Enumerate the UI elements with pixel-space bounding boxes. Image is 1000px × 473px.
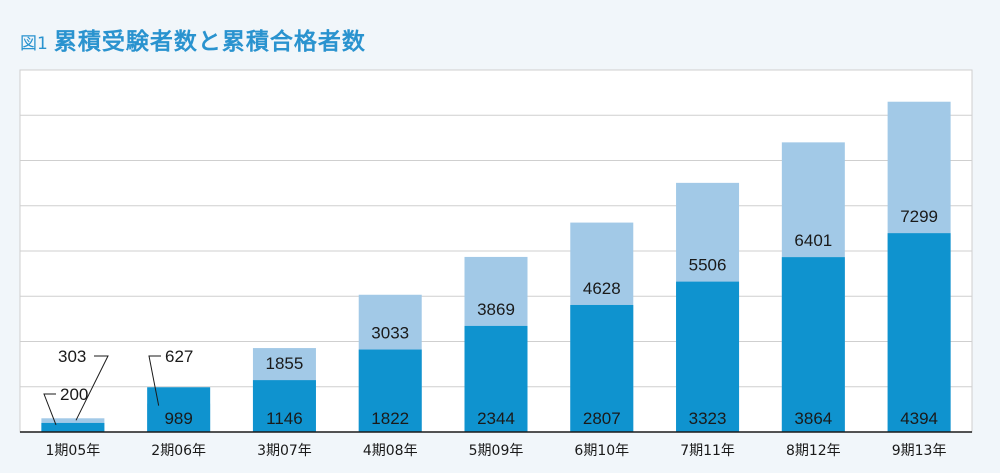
data-label-passers: 1822 (371, 409, 409, 428)
data-label-passers: 2344 (477, 409, 515, 428)
bar-passers (676, 281, 740, 432)
category-label: 5期09年 (469, 443, 524, 459)
chart-title: 累積受験者数と累積合格者数 (53, 29, 366, 55)
category-label: 6期10年 (574, 443, 629, 459)
data-label-applicants: 3869 (477, 300, 515, 319)
callout-line (148, 355, 161, 406)
data-label-passers: 4394 (900, 409, 938, 428)
category-label: 2期06年 (151, 443, 206, 459)
data-label-applicants: 1855 (266, 354, 304, 373)
callout-line (43, 393, 57, 426)
figure-label: 図1 (20, 34, 48, 54)
data-label-applicants: 5506 (689, 256, 727, 275)
chart-title-row: 図1 累積受験者数と累積合格者数 (20, 22, 366, 56)
bar-passers (147, 387, 211, 432)
category-label: 1期05年 (46, 443, 101, 459)
callout-label-applicants: 303 (58, 347, 86, 366)
category-label: 7期11年 (680, 443, 735, 459)
data-label-applicants: 4628 (583, 279, 621, 298)
bar-passers (464, 325, 528, 432)
data-label-passers: 3864 (794, 409, 832, 428)
bar-passers (41, 422, 105, 432)
bar-passers (781, 257, 845, 432)
category-label: 9期13年 (892, 443, 947, 459)
data-label-passers: 2807 (583, 409, 621, 428)
data-label-passers: 3323 (689, 409, 727, 428)
callout-label-applicants: 627 (165, 347, 193, 366)
data-label-passers: 1146 (266, 409, 303, 428)
bar-passers (358, 349, 422, 432)
data-label-applicants: 6401 (794, 231, 832, 250)
data-label-applicants: 3033 (371, 324, 409, 343)
callout-line (75, 355, 109, 421)
category-label: 8期12年 (786, 443, 841, 459)
category-label: 4期08年 (363, 443, 418, 459)
bar-passers (570, 304, 634, 432)
bar-passers (252, 380, 316, 432)
data-label-passers: 989 (164, 409, 192, 428)
callout-label-passers: 200 (60, 385, 88, 404)
data-label-applicants: 7299 (900, 207, 938, 226)
bar-passers (887, 233, 951, 432)
category-label: 3期07年 (257, 443, 312, 459)
